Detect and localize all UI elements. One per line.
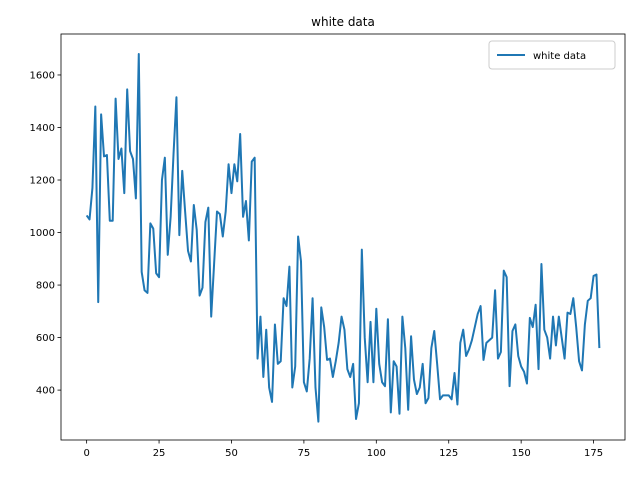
- x-tick-label: 25: [153, 448, 166, 459]
- x-tick-label: 100: [367, 448, 386, 459]
- y-tick-label: 400: [36, 386, 55, 397]
- x-tick-label: 50: [225, 448, 238, 459]
- y-tick-label: 1000: [30, 228, 55, 239]
- x-tick-label: 0: [83, 448, 89, 459]
- chart-title: white data: [311, 15, 375, 29]
- plot-frame: [60, 33, 626, 441]
- x-tick-label: 125: [439, 448, 458, 459]
- x-tick-label: 175: [584, 448, 603, 459]
- y-tick-label: 1400: [30, 123, 55, 134]
- line: [85, 52, 601, 423]
- legend-box: [488, 40, 616, 70]
- y-tick-label: 1600: [30, 70, 55, 81]
- y-tick-label: 800: [36, 281, 55, 292]
- x-tick-label: 75: [298, 448, 311, 459]
- legend-label: white data: [533, 51, 586, 62]
- y-tick-label: 1200: [30, 176, 55, 187]
- x-tick-label: 150: [512, 448, 531, 459]
- y-tick-label: 600: [36, 333, 55, 344]
